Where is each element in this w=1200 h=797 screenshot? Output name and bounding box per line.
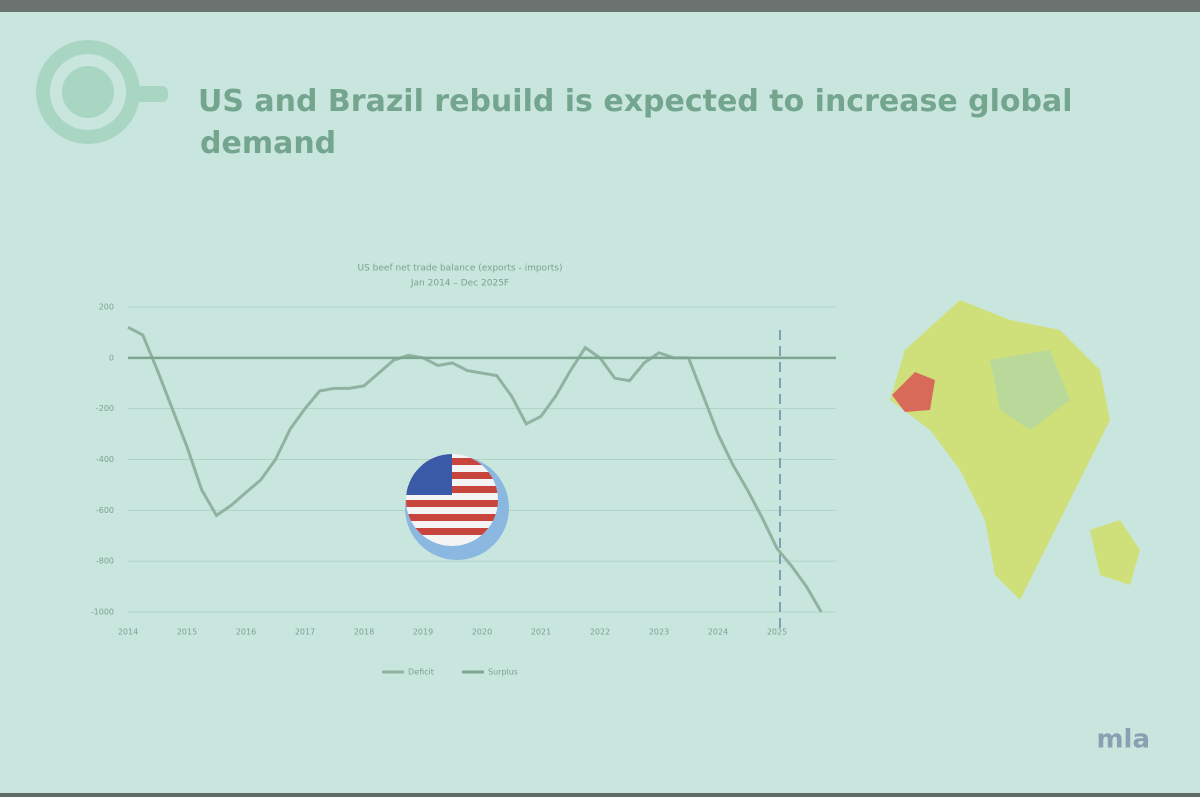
data-line <box>127 326 823 613</box>
x-tick-label: 2025 <box>767 628 787 637</box>
slide-title: US and Brazil rebuild is expected to inc… <box>198 84 1072 161</box>
y-tick-label: 200 <box>99 303 114 312</box>
y-tick-label: -600 <box>96 506 114 515</box>
x-tick-label: 2018 <box>354 628 374 637</box>
globe-icon <box>36 40 168 144</box>
x-tick-label: 2015 <box>177 628 197 637</box>
y-tick-label: -800 <box>96 557 114 566</box>
x-tick-label: 2019 <box>413 628 433 637</box>
x-tick-label: 2020 <box>472 628 492 637</box>
y-tick-label: 0 <box>109 353 114 362</box>
x-tick-label: 2022 <box>590 628 610 637</box>
x-tick-label: 2021 <box>531 628 551 637</box>
legend-label: Deficit <box>408 668 434 677</box>
x-tick-label: 2017 <box>295 628 315 637</box>
legend-label: Surplus <box>488 668 518 677</box>
brazil-map <box>890 300 1140 600</box>
y-tick-label: -400 <box>96 455 114 464</box>
x-tick-label: 2014 <box>118 628 138 637</box>
y-tick-label: -200 <box>96 404 114 413</box>
chart-title: US beef net trade balance (exports - imp… <box>358 264 563 274</box>
x-tick-label: 2023 <box>649 628 669 637</box>
us-flag <box>405 454 509 560</box>
chart: US beef net trade balance (exports - imp… <box>91 264 836 677</box>
x-tick-label: 2016 <box>236 628 256 637</box>
logo: mla <box>1096 725 1150 755</box>
frame <box>0 0 1200 12</box>
x-tick-label: 2024 <box>708 628 728 637</box>
y-tick-label: -1000 <box>91 608 114 617</box>
chart-subtitle: Jan 2014 – Dec 2025F <box>410 279 509 289</box>
